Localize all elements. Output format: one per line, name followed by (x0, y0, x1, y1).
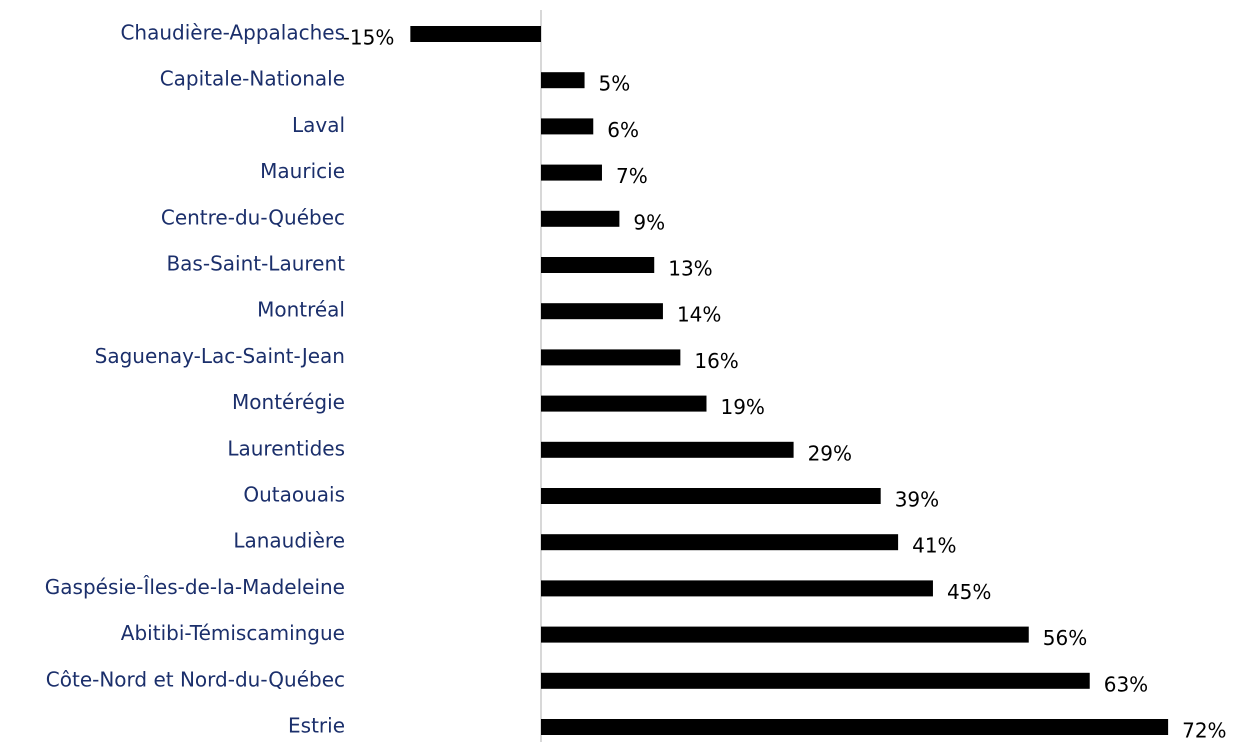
value-label: 7% (616, 164, 648, 188)
bar (541, 72, 585, 89)
value-label: 56% (1043, 626, 1087, 650)
value-label: 16% (694, 349, 738, 373)
bar (541, 164, 602, 181)
category-label: Montérégie (232, 390, 345, 414)
category-label: Laval (292, 113, 345, 137)
value-label: 63% (1104, 672, 1148, 696)
category-label: Abitibi-Témiscamingue (121, 621, 345, 645)
bar (541, 580, 933, 597)
category-label: Centre-du-Québec (161, 205, 345, 229)
category-label: Mauricie (260, 159, 345, 183)
category-label: Bas-Saint-Laurent (166, 252, 345, 276)
bar (541, 719, 1169, 735)
category-label: Laurentides (227, 436, 345, 460)
value-label: 6% (607, 118, 639, 142)
category-label: Gaspésie-Îles-de-la-Madeleine (45, 575, 345, 599)
value-label: 45% (947, 580, 991, 604)
bar (410, 26, 541, 42)
category-label: Saguenay-Lac-Saint-Jean (95, 344, 345, 368)
bar (541, 257, 655, 273)
bar (541, 118, 594, 135)
value-label: 72% (1182, 719, 1226, 742)
bar (541, 349, 681, 366)
bar (541, 672, 1090, 689)
bar (541, 534, 899, 551)
bar (541, 626, 1029, 643)
value-label: 19% (720, 395, 764, 419)
bar (541, 488, 881, 504)
bar (541, 210, 620, 227)
value-label: 13% (668, 257, 712, 281)
bar (541, 395, 707, 412)
value-label: 9% (633, 210, 665, 234)
value-label: 39% (895, 488, 939, 512)
value-label: 5% (599, 72, 631, 96)
value-label: 14% (677, 303, 721, 327)
category-label: Montréal (257, 298, 345, 322)
category-label: Outaouais (243, 483, 345, 507)
bar (541, 441, 794, 458)
value-label: 29% (808, 441, 852, 465)
value-label: 41% (912, 534, 956, 558)
category-label: Côte-Nord et Nord-du-Québec (46, 667, 345, 691)
value-label: -15% (343, 26, 395, 50)
category-label: Capitale-Nationale (160, 67, 345, 91)
category-label: Estrie (288, 714, 345, 738)
bar (541, 303, 663, 320)
category-label: Chaudière-Appalaches (120, 21, 345, 45)
category-label: Lanaudière (233, 529, 345, 553)
